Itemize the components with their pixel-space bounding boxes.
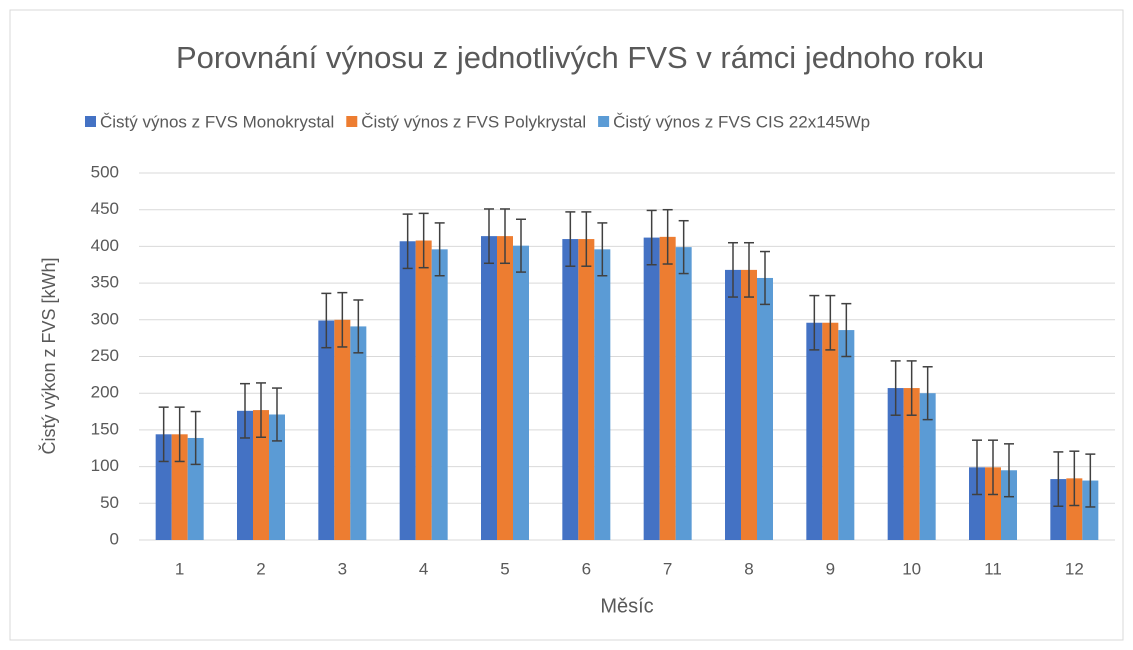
x-tick-label: 11 bbox=[984, 559, 1002, 578]
x-tick-label: 8 bbox=[744, 559, 753, 578]
bar bbox=[1066, 478, 1083, 540]
y-tick-label: 0 bbox=[110, 529, 119, 548]
y-tick-label: 350 bbox=[91, 273, 119, 292]
x-tick-label: 3 bbox=[338, 559, 347, 578]
legend-label: Čistý výnos z FVS CIS 22x145Wp bbox=[613, 112, 870, 131]
chart-title: Porovnání výnosu z jednotlivých FVS v rá… bbox=[176, 40, 984, 75]
bar bbox=[903, 388, 920, 540]
legend-swatch bbox=[598, 116, 610, 127]
y-tick-label: 100 bbox=[91, 456, 119, 475]
x-tick-label: 4 bbox=[419, 559, 428, 578]
x-tick-label: 5 bbox=[500, 559, 509, 578]
bar bbox=[1050, 479, 1067, 540]
bar bbox=[919, 393, 936, 540]
y-tick-label: 50 bbox=[100, 493, 119, 512]
bar bbox=[415, 240, 432, 540]
x-tick-label: 12 bbox=[1065, 559, 1084, 578]
bar bbox=[578, 239, 595, 540]
bar bbox=[497, 236, 513, 540]
bar bbox=[318, 320, 335, 540]
bar bbox=[562, 239, 579, 540]
bar bbox=[481, 236, 497, 540]
bar bbox=[594, 249, 611, 540]
bar bbox=[741, 269, 757, 540]
x-tick-label: 6 bbox=[582, 559, 591, 578]
y-tick-label: 300 bbox=[91, 309, 119, 328]
x-tick-label: 10 bbox=[902, 559, 921, 578]
bar bbox=[838, 330, 855, 540]
y-tick-label: 250 bbox=[91, 346, 119, 365]
x-tick-label: 9 bbox=[826, 559, 835, 578]
bar bbox=[969, 467, 985, 540]
y-tick-label: 200 bbox=[91, 383, 119, 402]
bar bbox=[643, 237, 660, 541]
bar bbox=[334, 319, 351, 540]
y-tick-label: 500 bbox=[91, 162, 119, 181]
bar bbox=[187, 437, 204, 540]
bar bbox=[269, 414, 285, 540]
bar bbox=[757, 277, 773, 540]
bar bbox=[431, 249, 448, 540]
legend-label: Čistý výnos z FVS Polykrystal bbox=[361, 112, 586, 131]
bar bbox=[675, 247, 692, 540]
bar bbox=[659, 236, 676, 540]
bar bbox=[513, 245, 529, 540]
legend-label: Čistý výnos z FVS Monokrystal bbox=[100, 112, 334, 131]
x-tick-label: 2 bbox=[256, 559, 265, 578]
bar bbox=[806, 322, 823, 540]
bar bbox=[725, 269, 741, 540]
x-tick-label: 7 bbox=[663, 559, 672, 578]
x-axis-label: Měsíc bbox=[600, 595, 653, 617]
bar bbox=[985, 467, 1001, 540]
bar bbox=[822, 322, 839, 540]
y-tick-label: 400 bbox=[91, 236, 119, 255]
bar bbox=[253, 410, 269, 540]
bar bbox=[237, 410, 253, 540]
y-tick-label: 450 bbox=[91, 199, 119, 218]
legend-swatch bbox=[346, 116, 358, 127]
y-tick-label: 150 bbox=[91, 419, 119, 438]
bar bbox=[887, 388, 904, 540]
bar bbox=[1001, 470, 1017, 540]
bar bbox=[1082, 480, 1099, 540]
x-tick-label: 1 bbox=[175, 559, 184, 578]
legend-swatch bbox=[85, 116, 96, 127]
bar bbox=[350, 326, 367, 540]
y-axis-label: Čistý výkon z FVS [kWh] bbox=[38, 257, 59, 454]
bar bbox=[399, 241, 416, 540]
